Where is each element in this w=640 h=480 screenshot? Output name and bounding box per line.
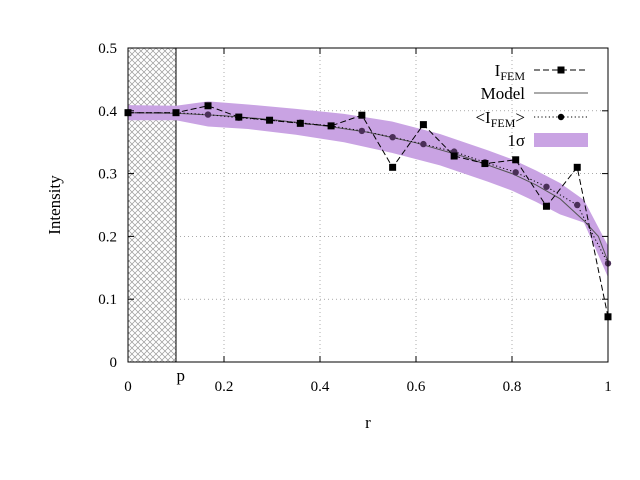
- y-axis-label: Intensity: [45, 175, 64, 235]
- mean-fem-point-12: [512, 169, 519, 176]
- fem-point-8: [389, 163, 397, 171]
- fem-point-14: [573, 163, 581, 171]
- sigma-band-area: [128, 101, 608, 278]
- excluded-region-label: p: [177, 366, 186, 385]
- sigma-band: [128, 101, 608, 278]
- fem-point-12: [512, 156, 520, 164]
- y-tick-label-1: 0.1: [98, 292, 117, 308]
- fem-point-7: [358, 111, 366, 119]
- legend-marker-mean-fem: [557, 113, 565, 121]
- fem-point-5: [296, 119, 304, 127]
- fem-point-6: [327, 122, 335, 130]
- y-tick-label-4: 0.4: [98, 104, 117, 120]
- mean-fem-point-2: [204, 111, 212, 118]
- mean-fem-point-14: [574, 201, 581, 209]
- legend-label-1: Model: [481, 84, 526, 103]
- mean-fem-point-7: [358, 127, 366, 135]
- mean-fem-point-13: [543, 183, 550, 190]
- series-lines: [127, 105, 609, 317]
- y-tick-label-3: 0.3: [98, 167, 117, 183]
- fem-point-1: [172, 109, 180, 117]
- y-tick-label-2: 0.2: [98, 229, 117, 245]
- plot-border: [127, 47, 609, 363]
- mean-fem-line: [128, 112, 609, 264]
- excluded-region-hatch: [127, 47, 177, 363]
- y-tick-label-0: 0: [110, 355, 118, 371]
- x-tick-label-5: 1: [604, 379, 612, 395]
- fem-point-13: [542, 202, 550, 210]
- fem-line: [128, 105, 609, 317]
- x-tick-label-4: 0.8: [503, 379, 522, 395]
- fem-point-3: [235, 113, 243, 121]
- fem-point-2: [204, 102, 212, 110]
- x-tick-label-3: 0.6: [407, 379, 426, 395]
- x-axis-label: r: [365, 413, 371, 432]
- fem-point-9: [419, 121, 427, 129]
- fem-point-4: [266, 116, 274, 124]
- excluded-region: [127, 47, 177, 363]
- fem-point-10: [450, 152, 458, 160]
- x-tick-label-1: 0.2: [215, 379, 234, 395]
- x-tick-label-2: 0.4: [311, 379, 330, 395]
- x-tick-label-0: 0: [124, 379, 132, 395]
- mean-fem-point-8: [389, 133, 396, 141]
- model-line: [127, 112, 609, 262]
- legend-swatch-sigma: [534, 133, 588, 147]
- mean-fem-point-9: [420, 140, 427, 148]
- legend-label-3: 1σ: [507, 131, 525, 150]
- legend-marker-fem: [557, 66, 565, 74]
- tick-labels: 0 0.2 0.4 0.6 0.8 1 0 0.1 0.2 0.3 0.4 0.5 p: [98, 41, 612, 395]
- plot-frame: [127, 47, 609, 363]
- fem-point-11: [481, 160, 489, 168]
- y-tick-label-5: 0.5: [98, 41, 117, 57]
